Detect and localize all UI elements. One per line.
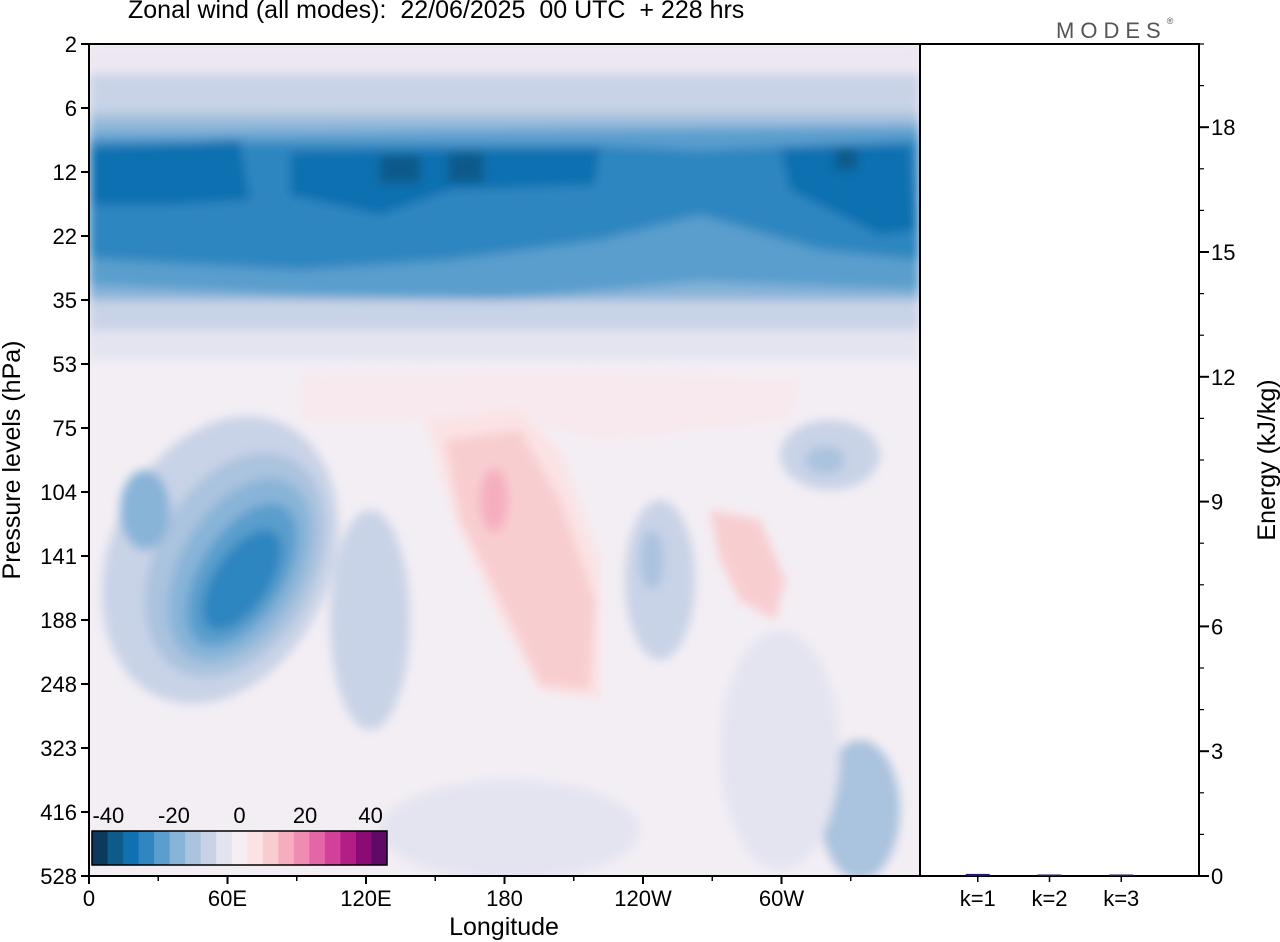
energy-tick-label: 15 bbox=[1211, 240, 1235, 265]
colorbar-swatch bbox=[278, 831, 295, 865]
jet-max-3 bbox=[835, 148, 857, 170]
colorbar-swatch bbox=[324, 831, 341, 865]
colorbar-swatch bbox=[340, 831, 357, 865]
positive-area-east bbox=[710, 510, 785, 620]
x-tick-label: 60W bbox=[759, 886, 804, 911]
vortex-west-lobe bbox=[120, 470, 170, 550]
colorbar-swatch bbox=[355, 831, 372, 865]
patch-lower-center bbox=[380, 780, 640, 876]
y-tick-label: 323 bbox=[40, 736, 77, 761]
energy-tick-label: 0 bbox=[1211, 864, 1223, 889]
colorbar-label: 0 bbox=[233, 803, 245, 828]
y-tick-label: 188 bbox=[40, 608, 77, 633]
colorbar-label: 40 bbox=[358, 803, 382, 828]
jet-max-1 bbox=[380, 155, 420, 183]
energy-category-label: k=1 bbox=[960, 886, 996, 911]
x-tick-label: 180 bbox=[486, 886, 523, 911]
energy-tick-label: 12 bbox=[1211, 365, 1235, 390]
colorbar-swatch bbox=[247, 831, 264, 865]
y-tick-label: 416 bbox=[40, 800, 77, 825]
brand-registered-mark: ® bbox=[1166, 15, 1174, 26]
energy-tick-label: 18 bbox=[1211, 115, 1235, 140]
positive-max bbox=[480, 468, 508, 532]
y-tick-label: 104 bbox=[40, 480, 77, 505]
y-tick-label: 141 bbox=[40, 544, 77, 569]
jet-core-center bbox=[290, 148, 600, 215]
y-axis-label: Pressure levels (hPa) bbox=[0, 341, 26, 580]
energy-tick-label: 6 bbox=[1211, 614, 1223, 639]
x-axis-label: Longitude bbox=[449, 913, 559, 941]
y-tick-label: 53 bbox=[53, 352, 77, 377]
y-tick-label: 528 bbox=[40, 864, 77, 889]
patch-lower-east-halo bbox=[720, 630, 840, 870]
y-axis-pressure: 2 6 12 22 35 53 75 104 141 188 248 323 416 528 bbox=[40, 32, 89, 889]
colorbar: -40 -20 0 20 40 bbox=[91, 803, 388, 866]
y-tick-label: 6 bbox=[65, 96, 77, 121]
colorbar-swatch bbox=[185, 831, 202, 865]
band-lower-faint bbox=[89, 330, 920, 360]
energy-bars: k=1 k=2 k=3 bbox=[960, 873, 1139, 911]
colorbar-swatch bbox=[169, 831, 186, 865]
energy-category-label: k=2 bbox=[1031, 886, 1067, 911]
x-tick-label: 120W bbox=[614, 886, 672, 911]
energy-tick-label: 9 bbox=[1211, 490, 1223, 515]
y-tick-label: 248 bbox=[40, 672, 77, 697]
chart-title: Zonal wind (all modes): 22/06/2025 00 UT… bbox=[128, 0, 745, 24]
energy-tick-label: 3 bbox=[1211, 739, 1223, 764]
colorbar-swatch bbox=[107, 831, 124, 865]
colorbar-swatch bbox=[371, 831, 388, 865]
brand-logo: MODES® bbox=[1056, 15, 1174, 44]
band-upper-faint bbox=[89, 44, 920, 74]
colorbar-swatch bbox=[92, 831, 109, 865]
colorbar-label: 20 bbox=[293, 803, 317, 828]
y-tick-label: 75 bbox=[53, 416, 77, 441]
colorbar-swatch bbox=[216, 831, 233, 865]
brand-name: MODES bbox=[1056, 18, 1167, 43]
colorbar-swatch bbox=[231, 831, 248, 865]
y-tick-label: 35 bbox=[53, 288, 77, 313]
jet-core-east bbox=[780, 145, 915, 235]
x-axis-longitude: 0 60E 120E 180 120W 60W bbox=[83, 876, 852, 911]
energy-axis-label: Energy (kJ/kg) bbox=[1253, 379, 1280, 540]
patch-60w-core bbox=[805, 446, 845, 474]
jet-max-2 bbox=[448, 152, 483, 182]
x-tick-label: 120E bbox=[340, 886, 391, 911]
colorbar-swatch bbox=[200, 831, 217, 865]
energy-bar bbox=[1037, 874, 1062, 876]
y-tick-label: 12 bbox=[53, 160, 77, 185]
colorbar-swatch bbox=[262, 831, 279, 865]
y-tick-label: 2 bbox=[65, 32, 77, 57]
colorbar-frame bbox=[91, 830, 388, 866]
energy-bar bbox=[965, 873, 990, 876]
jet-core-west bbox=[92, 140, 250, 205]
patch-120e bbox=[330, 510, 410, 730]
colorbar-swatch bbox=[154, 831, 171, 865]
energy-panel-frame bbox=[919, 43, 1200, 877]
colorbar-label: -40 bbox=[92, 803, 124, 828]
colorbar-swatch bbox=[293, 831, 310, 865]
energy-category-label: k=3 bbox=[1103, 886, 1139, 911]
colorbar-swatch bbox=[138, 831, 155, 865]
y-tick-label: 22 bbox=[53, 224, 77, 249]
colorbar-label: -20 bbox=[158, 803, 190, 828]
y-axis-energy: 0 3 6 9 12 15 18 bbox=[1199, 43, 1235, 889]
patch-lower-east bbox=[820, 740, 900, 876]
x-tick-label: 60E bbox=[208, 886, 247, 911]
colorbar-swatch bbox=[309, 831, 326, 865]
colorbar-swatch bbox=[123, 831, 140, 865]
x-tick-label: 0 bbox=[83, 886, 95, 911]
wind-heatmap bbox=[89, 44, 920, 876]
energy-bar bbox=[1109, 874, 1134, 876]
patch-120w-core bbox=[640, 530, 664, 590]
vortex-core bbox=[202, 529, 282, 631]
positive-upper-area bbox=[300, 372, 800, 440]
